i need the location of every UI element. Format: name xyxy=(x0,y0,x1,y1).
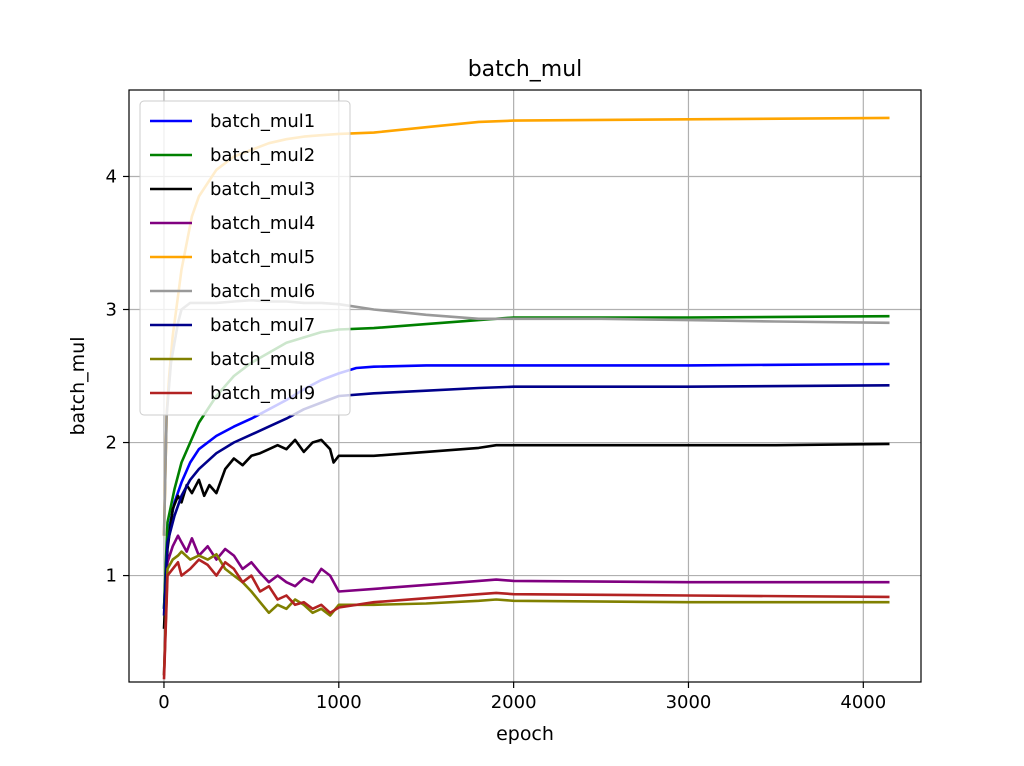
legend-label: batch_mul1 xyxy=(210,111,315,132)
chart-title: batch_mul xyxy=(468,57,583,82)
legend-label: batch_mul2 xyxy=(210,145,315,166)
y-tick-label: 2 xyxy=(106,433,117,454)
series-line-batch_mul7 xyxy=(162,384,890,616)
x-axis-label: epoch xyxy=(496,723,554,745)
legend-label: batch_mul5 xyxy=(210,247,315,268)
x-tick-label: 0 xyxy=(158,692,169,713)
legend-label: batch_mul3 xyxy=(210,179,315,200)
axis-ticks: 0 1000 2000 3000 4000 1 2 3 4 xyxy=(106,166,887,713)
legend-label: batch_mul7 xyxy=(210,315,315,336)
legend-label: batch_mul9 xyxy=(210,383,315,404)
legend-label: batch_mul8 xyxy=(210,349,315,370)
series-line-batch_mul9 xyxy=(162,558,890,680)
legend-label: batch_mul4 xyxy=(210,213,315,234)
x-tick-label: 3000 xyxy=(666,692,712,713)
x-tick-label: 4000 xyxy=(840,692,886,713)
y-tick-label: 3 xyxy=(106,300,117,321)
x-tick-label: 1000 xyxy=(316,692,362,713)
plot-frame xyxy=(128,89,922,683)
legend-label: batch_mul6 xyxy=(210,281,315,302)
x-tick-label: 2000 xyxy=(491,692,537,713)
y-axis-label: batch_mul xyxy=(67,337,89,436)
y-tick-label: 1 xyxy=(106,566,117,587)
y-tick-label: 4 xyxy=(106,166,117,187)
series-line-batch_mul3 xyxy=(162,438,890,629)
series-line-batch_mul8 xyxy=(162,550,890,676)
legend-box xyxy=(139,100,351,416)
legend: batch_mul1 batch_mul2 batch_mul3 batch_mul4… xyxy=(139,100,351,416)
series-line-batch_mul4 xyxy=(162,534,890,676)
